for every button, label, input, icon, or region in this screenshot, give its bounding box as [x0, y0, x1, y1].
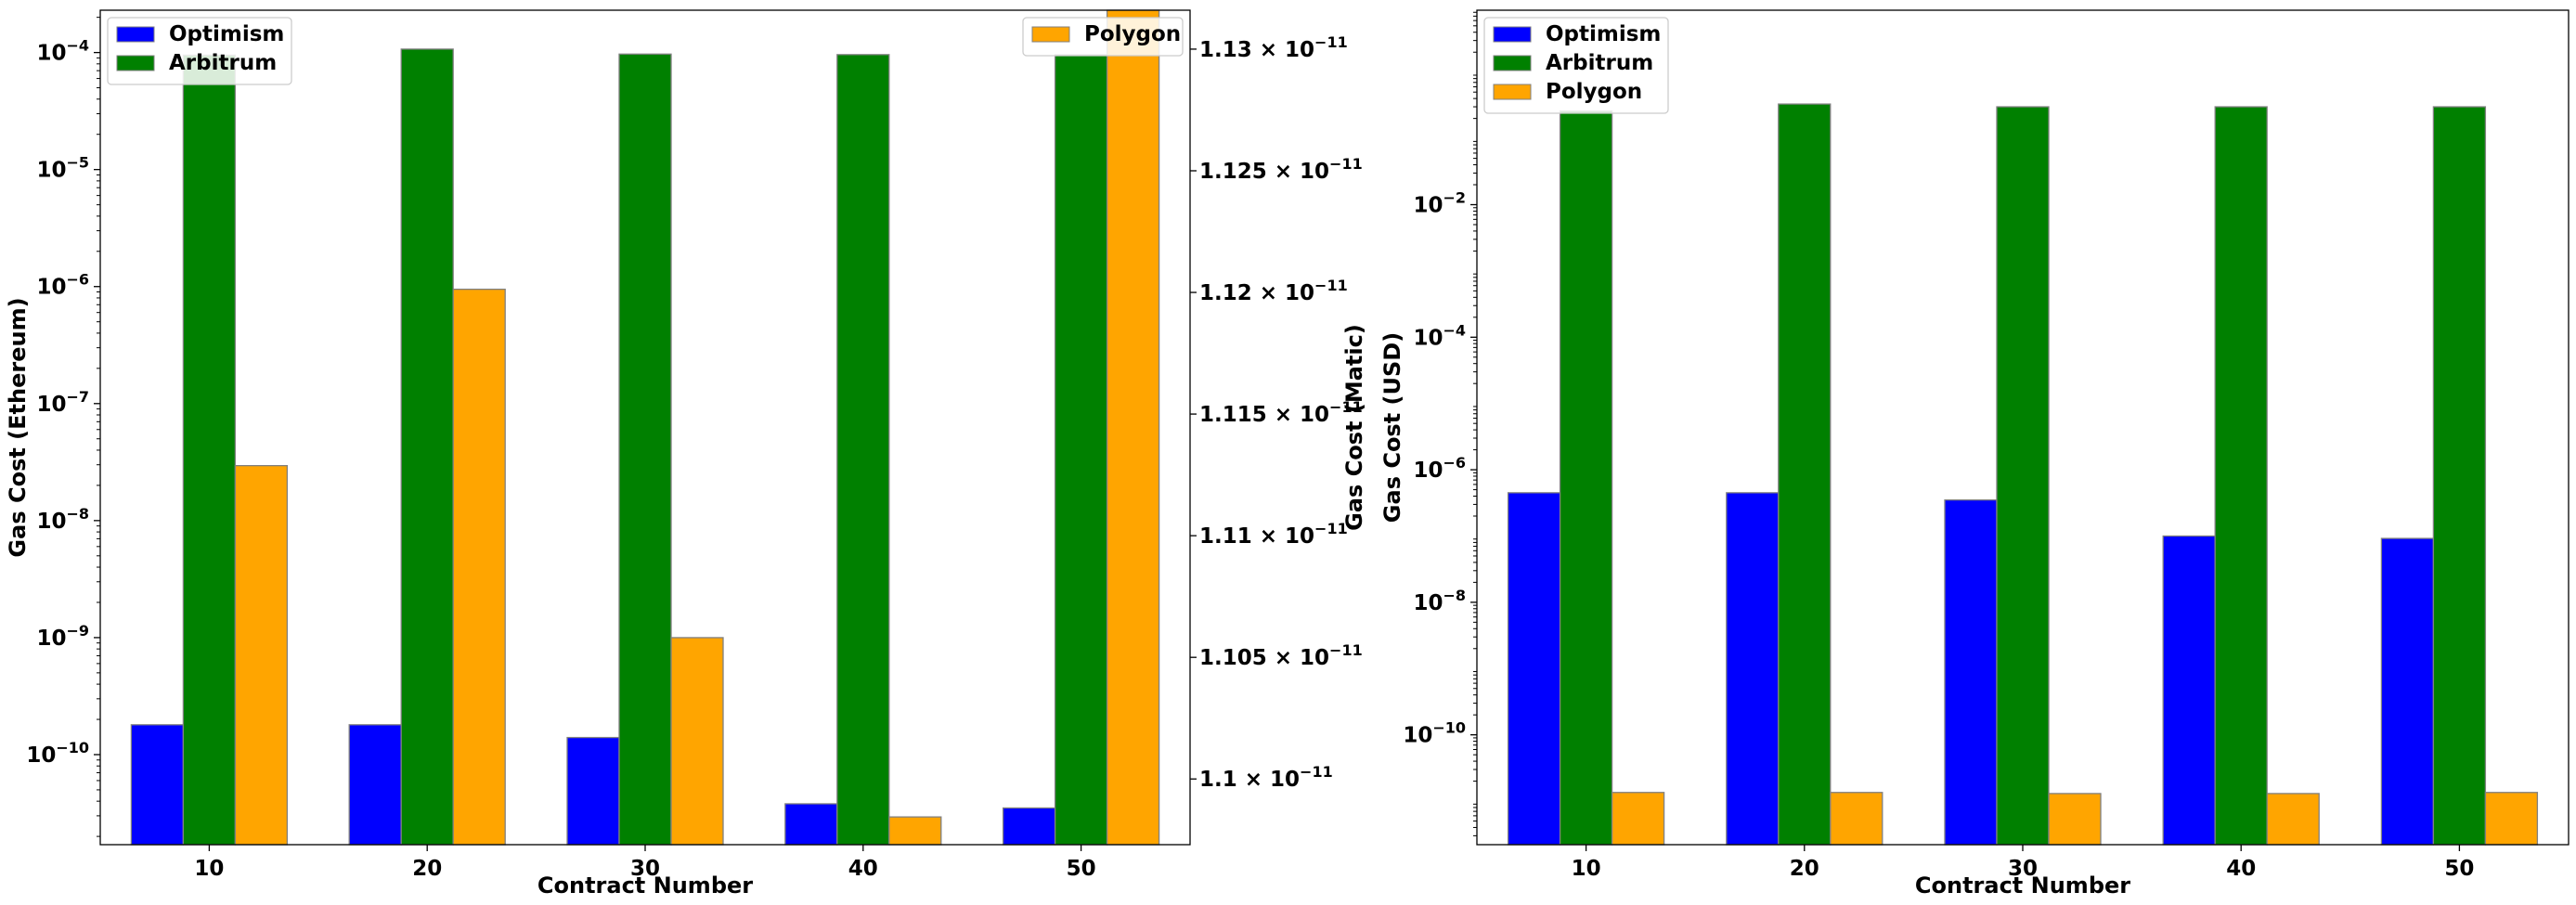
x-tick-label-40: 40	[848, 857, 878, 881]
bar-optimism-40	[2162, 535, 2216, 846]
right-chart: 10 20 30 40 50 10−10 10−8 10−6 10−4 10−2 Contract …	[1379, 9, 2570, 899]
bar-optimism-20	[1726, 492, 1780, 846]
legend-label-optimism: Optimism	[1546, 22, 1661, 46]
bar-arbitrum-10	[1559, 110, 1613, 846]
bar-polygon-50	[2484, 792, 2539, 846]
bar-arbitrum-50	[2432, 106, 2487, 846]
y-tick-label: 10−4	[1413, 321, 1466, 350]
legend-swatch-polygon	[1493, 84, 1532, 100]
x-tick-label-10: 10	[1572, 857, 1601, 881]
bar-optimism-10	[130, 724, 185, 846]
y-axis-title: Gas Cost (USD)	[1379, 332, 1405, 523]
bar-arbitrum-10	[182, 54, 237, 846]
bar-polygon-50	[1106, 9, 1160, 846]
bar-arbitrum-40	[836, 54, 890, 846]
x-tick-label-50: 50	[2444, 857, 2474, 881]
legend-left: Optimism Arbitrum Polygon	[1483, 17, 1669, 114]
plot-frame	[99, 9, 1191, 846]
y-tick-label: 10−6	[1413, 454, 1466, 483]
legend-swatch-optimism	[116, 26, 155, 43]
y-tick-label: 10−6	[36, 271, 89, 300]
y-tick-label: 10−10	[1403, 719, 1466, 748]
y-tick-label: 10−9	[36, 622, 89, 651]
bar-arbitrum-20	[400, 48, 454, 846]
x-tick-label-10: 10	[194, 857, 224, 881]
bar-optimism-50	[2380, 537, 2435, 846]
legend-label-polygon: Polygon	[1546, 80, 1642, 104]
bar-arbitrum-30	[1996, 106, 2050, 846]
bar-optimism-30	[566, 736, 620, 846]
x-axis-title: Contract Number	[1915, 873, 2130, 899]
bar-polygon-10	[234, 464, 289, 846]
bar-polygon-40	[888, 816, 942, 846]
bar-optimism-50	[1002, 807, 1056, 846]
bar-arbitrum-50	[1054, 54, 1108, 846]
legend-right: Polygon	[1022, 17, 1184, 57]
bar-polygon-40	[2266, 793, 2320, 846]
x-axis-title: Contract Number	[537, 873, 753, 899]
legend-label-polygon: Polygon	[1084, 22, 1181, 46]
legend-swatch-arbitrum	[116, 55, 155, 71]
y-right-tick-label: 1.1 × 10−11	[1199, 763, 1333, 792]
legend-label-arbitrum: Arbitrum	[1546, 51, 1653, 75]
x-tick-label-20: 20	[1790, 857, 1819, 881]
y-right-tick-label: 1.125 × 10−11	[1199, 155, 1363, 184]
bar-arbitrum-20	[1778, 103, 1832, 846]
y-right-tick-label: 1.105 × 10−11	[1199, 641, 1363, 670]
y-tick-label: 10−2	[1413, 189, 1466, 218]
bar-arbitrum-30	[618, 53, 672, 846]
legend-label-arbitrum: Arbitrum	[169, 51, 277, 75]
y-tick-label: 10−8	[1413, 587, 1466, 615]
bar-optimism-30	[1944, 498, 1998, 846]
bar-polygon-30	[2048, 793, 2102, 846]
x-tick-label-50: 50	[1067, 857, 1096, 881]
y-right-tick-label: 1.115 × 10−11	[1199, 398, 1363, 427]
bar-optimism-20	[348, 724, 402, 846]
y-tick-label: 10−5	[36, 154, 89, 183]
y-tick-label: 10−7	[36, 388, 89, 417]
bar-polygon-10	[1611, 792, 1665, 846]
y-right-axis-title: Gas Cost (Matic)	[1341, 324, 1367, 531]
legend-label-optimism: Optimism	[169, 22, 284, 46]
bar-polygon-20	[452, 288, 506, 846]
bar-polygon-30	[670, 637, 724, 846]
legend-left: Optimism Arbitrum	[107, 17, 292, 85]
legend-swatch-polygon	[1031, 26, 1070, 43]
plot-frame	[1476, 9, 2570, 846]
bar-arbitrum-40	[2214, 106, 2268, 846]
bar-optimism-40	[784, 803, 838, 846]
x-tick-label-20: 20	[412, 857, 442, 881]
y-tick-label: 10−8	[36, 505, 89, 534]
legend-swatch-arbitrum	[1493, 55, 1532, 71]
bar-polygon-20	[1830, 792, 1883, 846]
y-tick-label: 10−4	[36, 37, 89, 66]
y-axis-title: Gas Cost (Ethereum)	[5, 297, 31, 557]
y-right-tick-label: 1.13 × 10−11	[1199, 33, 1348, 62]
y-right-tick-label: 1.12 × 10−11	[1199, 277, 1348, 305]
y-right-tick-label: 1.11 × 10−11	[1199, 520, 1348, 549]
y-tick-label: 10−10	[26, 739, 89, 768]
x-tick-label-30: 30	[630, 857, 660, 881]
left-chart: 10 20 30 40 50 10−10 10−9 10−8 10−7 10−6 10−5 10−4 1…	[5, 9, 1367, 899]
x-tick-label-40: 40	[2226, 857, 2256, 881]
x-tick-label-30: 30	[2008, 857, 2038, 881]
legend-swatch-optimism	[1493, 26, 1532, 43]
bar-optimism-10	[1507, 492, 1561, 846]
